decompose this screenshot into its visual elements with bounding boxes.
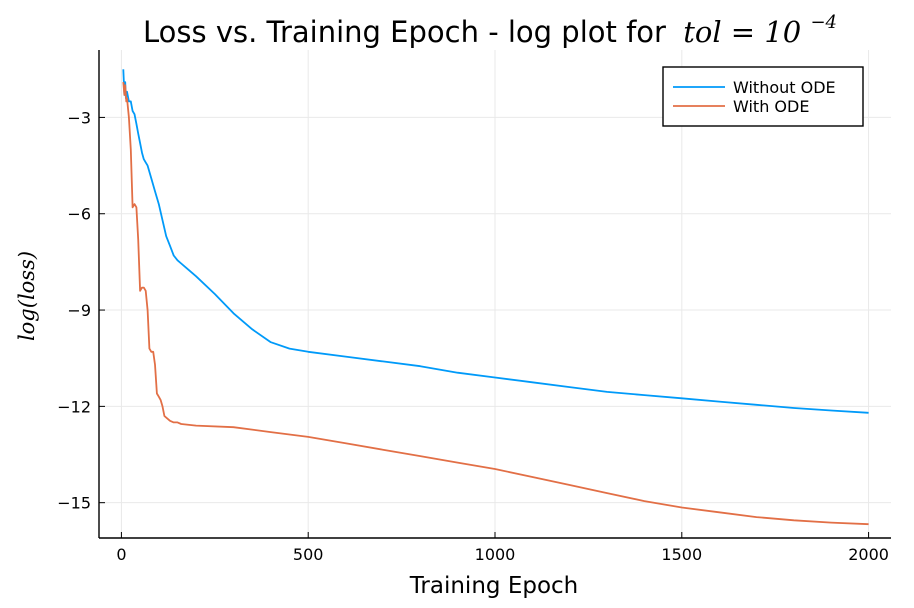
x-tick-label: 1000 <box>475 545 516 564</box>
chart-title-exponent: −4 <box>810 12 837 33</box>
x-tick-label: 1500 <box>661 545 702 564</box>
series-line-without-ode <box>122 69 869 414</box>
x-tick-label: 0 <box>116 545 126 564</box>
x-axis-label: Training Epoch <box>409 573 579 599</box>
chart-title-math: tol = 10 <box>683 15 801 49</box>
x-tick-label: 500 <box>293 545 324 564</box>
legend-box <box>662 66 864 127</box>
y-tick-label: −12 <box>57 397 91 416</box>
legend-label-without-ode: Without ODE <box>733 78 836 97</box>
y-axis-label: log(loss) <box>15 251 39 341</box>
y-axis-ticks: −3 −6 −9 −12 −15 <box>57 108 105 513</box>
legend-label-with-ode: With ODE <box>733 97 809 116</box>
chart-title: Loss vs. Training Epoch - log plot for t… <box>143 12 837 49</box>
y-tick-label: −3 <box>67 108 91 127</box>
y-tick-label: −6 <box>67 205 91 224</box>
plot-series <box>122 69 869 526</box>
chart-title-text: Loss vs. Training Epoch - log plot for <box>143 15 666 49</box>
y-tick-label: −15 <box>57 494 91 513</box>
x-tick-label: 2000 <box>848 545 889 564</box>
legend: Without ODE With ODE <box>662 66 864 127</box>
series-line-with-ode <box>122 82 869 526</box>
x-axis-ticks: 0 500 1000 1500 2000 <box>116 532 889 564</box>
y-tick-label: −9 <box>67 301 91 320</box>
